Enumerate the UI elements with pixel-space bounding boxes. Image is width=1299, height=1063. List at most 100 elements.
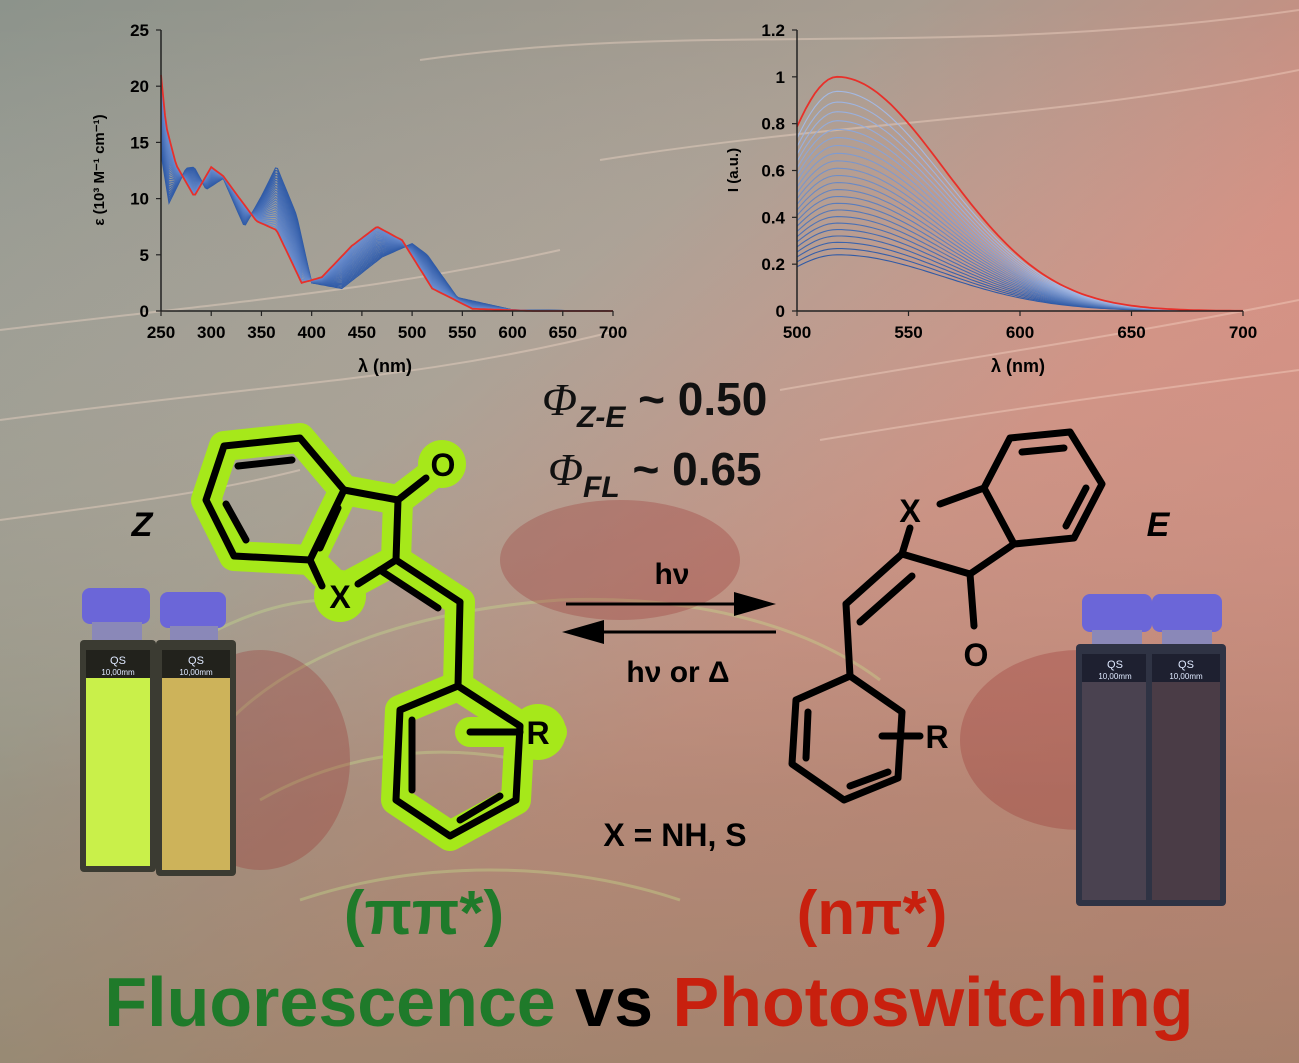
title-photoswitching: Photoswitching (673, 963, 1194, 1041)
absorption-series-line (160, 106, 613, 312)
cuvette-e-2-qs: QS (1178, 659, 1194, 671)
absorption-chart: 250 300 350 400 450 500 550 600 650 7000510152025… (91, 21, 627, 376)
emission-y-tick-label: 0 (776, 302, 785, 321)
absorption-x-axis-label: λ (nm) (358, 356, 412, 376)
emission-series-line (796, 75, 1243, 312)
absorption-x-tick-label: 600 (498, 323, 526, 342)
absorption-x-tick-label: 500 (398, 323, 426, 342)
absorption-series-line (160, 84, 613, 312)
main-title: Fluorescence vs Photoswitching (104, 963, 1193, 1041)
absorption-series-line (160, 96, 613, 312)
e-isomer-bonds (788, 428, 1106, 804)
absorption-x-tick-label: 700 (599, 323, 627, 342)
cuvette-z-2-qs: QS (188, 655, 204, 667)
x-definition: X = NH, S (603, 817, 746, 853)
absorption-series-line (160, 125, 613, 312)
equilibrium-arrows: hν hν or Δ (562, 558, 776, 689)
reverse-arrow-label: hν or Δ (626, 656, 729, 689)
emission-y-tick-label: 0.8 (761, 115, 785, 134)
e-isomer-label: E (1147, 506, 1171, 544)
absorption-series-line (160, 81, 613, 312)
emission-curves (796, 75, 1244, 312)
e-cuvettes-photo: QS 10,00mm QS 10,00mm (1076, 594, 1226, 906)
absorption-y-axis-label: ε (10³ M⁻¹ cm⁻¹) (91, 114, 108, 225)
cuvette-e-1: QS 10,00mm (1076, 594, 1154, 906)
emission-axes: 500 550 600 650 700 0 0.2 0.4 0.6 0.8 1 1.2 (761, 21, 1257, 342)
absorption-series-line (160, 100, 613, 312)
pi-pi-star-label: (ππ*) (344, 879, 504, 948)
emission-series-line (796, 160, 1243, 312)
forward-arrow (566, 592, 776, 616)
cuvette-e-1-size: 10,00mm (1098, 672, 1132, 681)
emission-chart: 500 550 600 650 700 0 0.2 0.4 0.6 0.8 1 1.2 I (a.u.… (725, 21, 1257, 376)
absorption-x-tick-label: 400 (297, 323, 325, 342)
cuvette-z-2: QS 10,00mm (156, 592, 236, 876)
z-x-label: X (329, 579, 351, 615)
absorption-series-line (160, 137, 613, 312)
e-r-label: R (925, 719, 948, 755)
absorption-x-tick-label: 300 (197, 323, 225, 342)
absorption-x-tick-label: 650 (549, 323, 577, 342)
absorption-axes: 250 300 350 400 450 500 550 600 650 700 0 5 10 15 20 25 (130, 21, 627, 342)
reverse-arrow (562, 620, 776, 644)
phi-value-ze: ~ 0.50 (625, 373, 767, 425)
absorption-series-line (160, 112, 613, 312)
emission-y-tick-label: 0.6 (761, 162, 785, 181)
absorption-y-tick-label: 15 (130, 133, 149, 152)
absorption-series-line (160, 93, 613, 312)
cuvette-e-1-qs: QS (1107, 659, 1123, 671)
z-o-highlight (418, 440, 466, 488)
emission-x-tick-label: 700 (1229, 323, 1257, 342)
emission-series-line (796, 235, 1243, 312)
e-isomer-structure: X O R (788, 428, 1106, 804)
absorption-series-line (160, 147, 613, 312)
z-r-label: R (526, 715, 549, 751)
emission-x-axis-label: λ (nm) (991, 356, 1045, 376)
e-oxygen-label: O (964, 637, 989, 673)
absorption-series-line (160, 134, 613, 312)
quantum-yield-fl: ΦFL ~ 0.65 (548, 443, 762, 504)
absorption-x-tick-label: 450 (348, 323, 376, 342)
absorption-series-line (160, 90, 613, 312)
emission-x-tick-label: 550 (894, 323, 922, 342)
emission-y-tick-label: 0.4 (761, 208, 785, 227)
absorption-y-tick-label: 25 (130, 21, 149, 40)
emission-x-tick-label: 500 (783, 323, 811, 342)
cuvette-e-2: QS 10,00mm (1146, 594, 1226, 906)
z-isomer-bonds (202, 434, 524, 840)
cuvette-z-1-qs: QS (110, 655, 126, 667)
phi-symbol-ze: Φ (542, 374, 577, 425)
e-x-label: X (899, 493, 921, 529)
title-fluorescence: Fluorescence (104, 963, 555, 1041)
absorption-y-tick-label: 0 (140, 302, 149, 321)
z-cuvettes-photo: QS 10,00mm QS 10,00mm (80, 588, 236, 876)
absorption-series-line (160, 87, 613, 312)
absorption-series-line (160, 74, 613, 312)
emission-y-axis-label: I (a.u.) (725, 148, 742, 192)
absorption-series-line (160, 115, 613, 312)
cuvette-z-1: QS 10,00mm (80, 588, 156, 872)
emission-series-line (796, 128, 1244, 312)
phi-subscript-ze: Z-E (576, 401, 626, 434)
absorption-series-line (160, 109, 613, 312)
absorption-series-line (160, 122, 613, 312)
z-isomer-structure: O X R (191, 423, 567, 851)
absorption-series-line (160, 103, 613, 312)
emission-y-tick-label: 1 (776, 68, 785, 87)
absorption-series-line (160, 78, 613, 312)
n-pi-star-label: (nπ*) (797, 879, 948, 948)
phi-subscript-fl: FL (583, 471, 620, 504)
z-oxygen-label: O (431, 447, 456, 483)
phi-value-fl: ~ 0.65 (620, 443, 762, 495)
z-x-highlight (314, 570, 366, 622)
absorption-series-line (160, 144, 613, 312)
absorption-series-line (160, 141, 613, 312)
cuvette-z-1-size: 10,00mm (101, 668, 135, 677)
absorption-y-tick-label: 20 (130, 77, 149, 96)
z-isomer-label: Z (131, 506, 154, 544)
absorption-series-line (160, 150, 613, 312)
emission-y-tick-label: 1.2 (761, 21, 785, 40)
absorption-x-tick-label: 250 (147, 323, 175, 342)
phi-symbol-fl: Φ (548, 444, 583, 495)
